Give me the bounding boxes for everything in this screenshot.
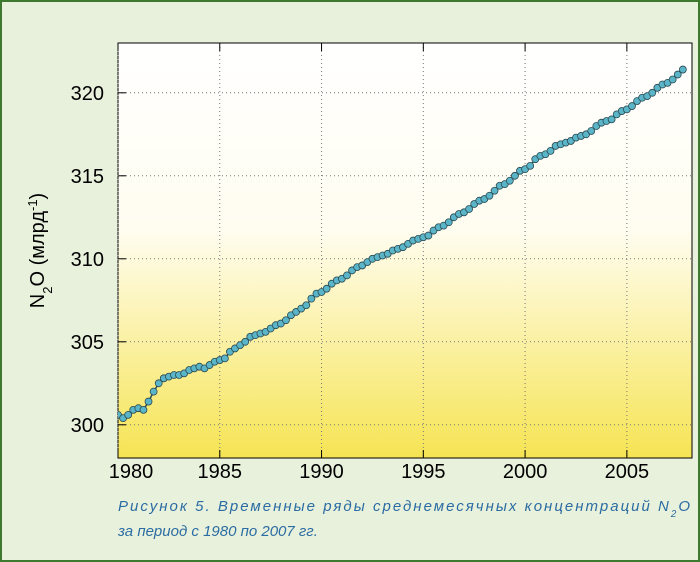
data-point <box>526 161 535 170</box>
y-tick-label: 320 <box>71 83 104 105</box>
text-part: -1 <box>25 199 40 211</box>
data-point <box>144 397 153 406</box>
y-tick-label: 305 <box>71 332 104 354</box>
data-point <box>241 337 250 346</box>
y-tick-label: 310 <box>71 249 104 271</box>
data-point <box>154 379 163 388</box>
data-point <box>490 186 499 195</box>
data-point <box>678 65 687 74</box>
x-tick-label: 2005 <box>605 461 650 483</box>
data-point <box>505 176 514 185</box>
data-point <box>444 218 453 227</box>
data-point <box>322 284 331 293</box>
text-part: O <box>678 498 690 515</box>
text-part: Рисунок 5. Временные ряды среднемесячных… <box>118 498 669 515</box>
data-point <box>343 271 351 280</box>
y-tick-label: 315 <box>71 166 104 188</box>
y-axis-label: N2O (млрд-1) <box>25 193 55 308</box>
caption: за период с 1980 по 2007 гг. <box>117 523 318 540</box>
data-point <box>149 387 158 396</box>
x-tick-label: 1995 <box>401 461 446 483</box>
data-point <box>465 205 474 213</box>
data-point <box>302 301 311 310</box>
text-part: N <box>27 294 49 308</box>
x-tick-label: 1985 <box>198 461 243 483</box>
text-part: O (млрд <box>27 211 49 287</box>
x-tick-label: 1990 <box>299 461 344 483</box>
data-point <box>628 102 636 110</box>
data-point <box>124 410 133 419</box>
data-point <box>485 191 494 200</box>
x-tick-label: 1980 <box>109 461 154 483</box>
data-point <box>587 127 596 135</box>
data-point <box>668 75 677 84</box>
text-part: 2 <box>40 287 55 294</box>
data-point <box>648 88 657 97</box>
data-point <box>424 231 433 240</box>
data-point <box>673 70 682 79</box>
data-point <box>139 405 148 414</box>
caption: Рисунок 5. Временные ряды среднемесячных… <box>118 498 690 520</box>
data-point <box>307 294 316 303</box>
text-part: ) <box>27 193 49 200</box>
data-point <box>546 146 555 155</box>
data-point <box>607 115 616 124</box>
x-tick-label: 2000 <box>503 461 548 483</box>
text-part: 2 <box>670 509 677 520</box>
data-point <box>282 316 290 325</box>
data-point <box>220 354 229 363</box>
data-point <box>511 171 519 180</box>
y-tick-label: 300 <box>71 415 104 437</box>
